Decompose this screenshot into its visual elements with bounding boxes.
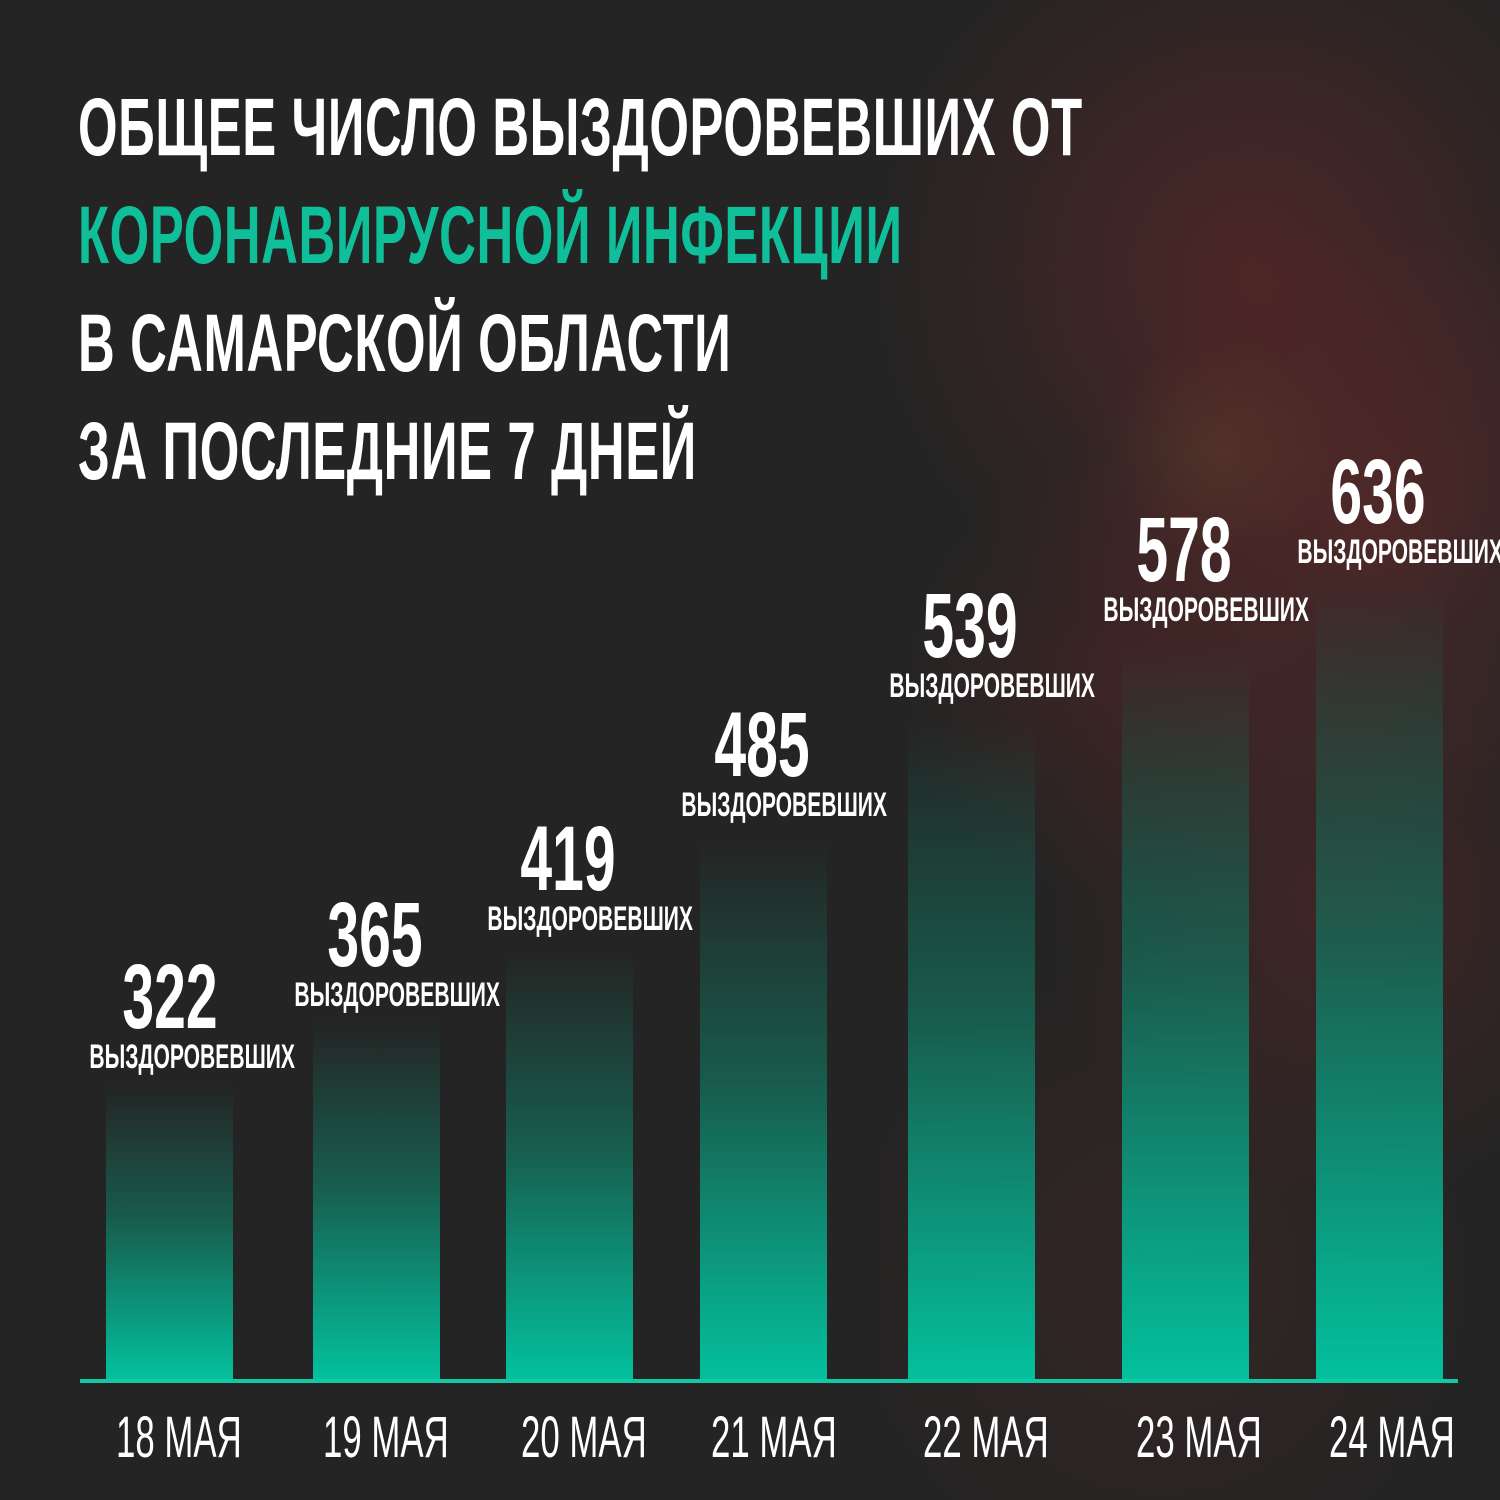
data-value: 365 (327, 884, 423, 986)
bar-22-may (908, 720, 1035, 1379)
data-value: 539 (922, 575, 1018, 677)
bar-21-may (700, 840, 827, 1379)
title-line-2-accent: КОРОНАВИРУСНОЙ ИНФЕКЦИИ (78, 190, 903, 281)
title-line-1: ОБЩЕЕ ЧИСЛО ВЫЗДОРОВЕВШИХ ОТ (78, 82, 1083, 173)
data-unit: ВЫЗДОРОВЕВШИХ (487, 900, 693, 938)
data-label-20-may: 419 ВЫЗДОРОВЕВШИХ (438, 808, 698, 938)
bar-19-may (313, 1020, 440, 1379)
data-value: 485 (714, 694, 810, 796)
data-value: 578 (1136, 499, 1232, 601)
bar-24-may (1316, 580, 1443, 1379)
data-unit: ВЫЗДОРОВЕВШИХ (89, 1038, 295, 1076)
data-label-24-may: 636 ВЫЗДОРОВЕВШИХ (1248, 441, 1500, 571)
page-title: ОБЩЕЕ ЧИСЛО ВЫЗДОРОВЕВШИХ ОТ КОРОНАВИРУС… (78, 74, 1083, 506)
data-label-22-may: 539 ВЫЗДОРОВЕВШИХ (840, 575, 1100, 705)
x-label-19-may: 19 МАЯ (323, 1405, 449, 1470)
data-unit: ВЫЗДОРОВЕВШИХ (681, 786, 887, 824)
x-label-24-may: 24 МАЯ (1329, 1405, 1455, 1470)
data-label-19-may: 365 ВЫЗДОРОВЕВШИХ (245, 884, 505, 1014)
data-label-18-may: 322 ВЫЗДОРОВЕВШИХ (40, 946, 300, 1076)
x-label-21-may: 21 МАЯ (711, 1405, 837, 1470)
data-label-21-may: 485 ВЫЗДОРОВЕВШИХ (632, 694, 892, 824)
data-unit: ВЫЗДОРОВЕВШИХ (294, 976, 500, 1014)
data-unit: ВЫЗДОРОВЕВШИХ (1297, 533, 1500, 571)
x-label-18-may: 18 МАЯ (116, 1405, 242, 1470)
data-value: 636 (1330, 441, 1426, 543)
x-label-20-may: 20 МАЯ (521, 1405, 647, 1470)
data-label-23-may: 578 ВЫЗДОРОВЕВШИХ (1054, 499, 1314, 629)
data-unit: ВЫЗДОРОВЕВШИХ (889, 667, 1095, 705)
data-unit: ВЫЗДОРОВЕВШИХ (1103, 591, 1309, 629)
bar-18-may (106, 1085, 233, 1379)
title-line-4: ЗА ПОСЛЕДНИЕ 7 ДНЕЙ (78, 406, 697, 497)
bar-20-may (506, 950, 633, 1379)
data-value: 322 (122, 946, 218, 1048)
data-value: 419 (520, 808, 616, 910)
x-axis-baseline (80, 1379, 1458, 1383)
x-label-23-may: 23 МАЯ (1136, 1405, 1262, 1470)
bar-23-may (1122, 640, 1249, 1379)
title-line-3: В САМАРСКОЙ ОБЛАСТИ (78, 298, 732, 389)
x-label-22-may: 22 МАЯ (923, 1405, 1049, 1470)
